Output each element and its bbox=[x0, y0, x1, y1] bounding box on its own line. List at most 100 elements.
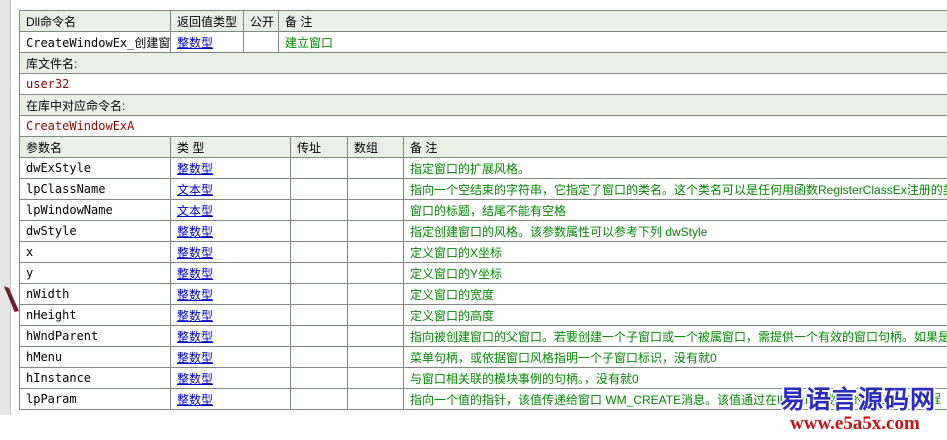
param-remark: 定义窗口的Y坐标 bbox=[410, 266, 503, 281]
param-type-link[interactable]: 文本型 bbox=[177, 182, 214, 197]
col-header-remark: 备 注 bbox=[278, 10, 947, 32]
param-type-link[interactable]: 整数型 bbox=[177, 287, 214, 302]
alias-value: CreateWindowExA bbox=[19, 115, 947, 137]
param-row: hMenu 整数型 菜单句柄，或依据窗口风格指明一个子窗口标识，没有就0 bbox=[19, 346, 947, 368]
param-name: lpWindowName bbox=[19, 199, 171, 221]
param-remark: 窗口的标题，结尾不能有空格 bbox=[410, 203, 567, 218]
param-byref-cell bbox=[290, 325, 348, 347]
param-byref-cell bbox=[290, 283, 348, 305]
return-type-link[interactable]: 整数型 bbox=[177, 35, 214, 50]
command-remark: 建立窗口 bbox=[285, 35, 334, 50]
lpparam-remark-tail: 用程 bbox=[917, 392, 942, 406]
param-name: dwExStyle bbox=[19, 157, 171, 179]
library-label: 库文件名: bbox=[19, 52, 947, 74]
param-row: hWndParent 整数型 指向被创建窗口的父窗口。若要创建一个子窗口或一个被… bbox=[19, 325, 947, 347]
param-array-cell bbox=[347, 199, 404, 221]
window-left-edge bbox=[0, 0, 11, 415]
command-name: CreateWindowEx_创建窗口 bbox=[19, 31, 171, 53]
param-type-link[interactable]: 文本型 bbox=[177, 203, 214, 218]
command-table: Dll命令名 返回值类型 公开 备 注 CreateWindowEx_创建窗口 … bbox=[19, 10, 947, 137]
param-name: nHeight bbox=[19, 304, 171, 326]
dll-command-doc: Dll命令名 返回值类型 公开 备 注 CreateWindowEx_创建窗口 … bbox=[19, 10, 947, 410]
param-array-cell bbox=[347, 283, 404, 305]
param-remark: 定义窗口的宽度 bbox=[410, 287, 495, 302]
public-cell bbox=[243, 31, 279, 53]
param-array-cell bbox=[347, 388, 404, 410]
param-row: lpClassName 文本型 指向一个空结束的字符串，它指定了窗口的类名。这个… bbox=[19, 178, 947, 200]
param-byref-cell bbox=[290, 178, 348, 200]
param-byref-cell bbox=[290, 241, 348, 263]
param-type-link[interactable]: 整数型 bbox=[177, 371, 214, 386]
col-header-return-type: 返回值类型 bbox=[170, 10, 244, 32]
library-value: user32 bbox=[19, 73, 947, 95]
param-name: lpClassName bbox=[19, 178, 171, 200]
param-type-link[interactable]: 整数型 bbox=[177, 266, 214, 281]
param-type-link[interactable]: 整数型 bbox=[177, 308, 214, 323]
library-value-row: user32 bbox=[19, 73, 947, 95]
col-header-param-type: 类 型 bbox=[170, 136, 291, 158]
watermark-site-name: 易语言源码网 bbox=[780, 387, 937, 414]
col-header-dll-name: Dll命令名 bbox=[19, 10, 171, 32]
param-row: nWidth 整数型 定义窗口的宽度 bbox=[19, 283, 947, 305]
param-remark: 指向一个值的指针，该值传递给窗口 WM_CREATE消息。该值通过在lParam… bbox=[410, 392, 911, 407]
command-row: CreateWindowEx_创建窗口 整数型 建立窗口 bbox=[19, 31, 947, 53]
param-row: y 整数型 定义窗口的Y坐标 bbox=[19, 262, 947, 284]
param-byref-cell bbox=[290, 388, 348, 410]
param-remark: 定义窗口的高度 bbox=[410, 308, 495, 323]
parameters-table: 参数名 类 型 传址 数组 备 注 dwExStyle 整数型 指定窗口的扩展风… bbox=[19, 136, 947, 410]
param-name: nWidth bbox=[19, 283, 171, 305]
param-type-link[interactable]: 整数型 bbox=[177, 392, 214, 407]
param-row: dwExStyle 整数型 指定窗口的扩展风格。 bbox=[19, 157, 947, 179]
params-tbody: 参数名 类 型 传址 数组 备 注 dwExStyle 整数型 指定窗口的扩展风… bbox=[19, 136, 947, 410]
param-type-link[interactable]: 整数型 bbox=[177, 224, 214, 239]
param-name: x bbox=[19, 241, 171, 263]
param-type-link[interactable]: 整数型 bbox=[177, 245, 214, 260]
param-byref-cell bbox=[290, 157, 348, 179]
param-row: lpWindowName 文本型 窗口的标题，结尾不能有空格 bbox=[19, 199, 947, 221]
param-byref-cell bbox=[290, 346, 348, 368]
param-array-cell bbox=[347, 304, 404, 326]
param-row: x 整数型 定义窗口的X坐标 bbox=[19, 241, 947, 263]
param-array-cell bbox=[347, 325, 404, 347]
param-array-cell bbox=[347, 367, 404, 389]
param-type-link[interactable]: 整数型 bbox=[177, 161, 214, 176]
param-byref-cell bbox=[290, 367, 348, 389]
col-header-array: 数组 bbox=[347, 136, 404, 158]
param-byref-cell bbox=[290, 220, 348, 242]
param-type-link[interactable]: 整数型 bbox=[177, 350, 214, 365]
param-array-cell bbox=[347, 262, 404, 284]
col-header-public: 公开 bbox=[243, 10, 279, 32]
param-byref-cell bbox=[290, 262, 348, 284]
param-name: lpParam bbox=[19, 388, 171, 410]
command-header-row: Dll命令名 返回值类型 公开 备 注 bbox=[19, 10, 947, 32]
param-remark: 指向一个空结束的字符串，它指定了窗口的类名。这个类名可以是任何用函数Regist… bbox=[410, 182, 947, 197]
col-header-param-remark: 备 注 bbox=[403, 136, 947, 158]
col-header-byref: 传址 bbox=[290, 136, 348, 158]
param-array-cell bbox=[347, 346, 404, 368]
param-name: dwStyle bbox=[19, 220, 171, 242]
param-name: hInstance bbox=[19, 367, 171, 389]
alias-value-row: CreateWindowExA bbox=[19, 115, 947, 137]
params-header-row: 参数名 类 型 传址 数组 备 注 bbox=[19, 136, 947, 158]
param-type-link[interactable]: 整数型 bbox=[177, 329, 214, 344]
param-array-cell bbox=[347, 220, 404, 242]
param-remark: 指定窗口的扩展风格。 bbox=[410, 161, 531, 176]
param-row: nHeight 整数型 定义窗口的高度 bbox=[19, 304, 947, 326]
col-header-param-name: 参数名 bbox=[19, 136, 171, 158]
param-array-cell bbox=[347, 157, 404, 179]
param-row: dwStyle 整数型 指定创建窗口的风格。该参数属性可以参考下列 dwStyl… bbox=[19, 220, 947, 242]
param-name: hMenu bbox=[19, 346, 171, 368]
library-label-row: 库文件名: bbox=[19, 52, 947, 74]
param-remark: 定义窗口的X坐标 bbox=[410, 245, 503, 260]
param-byref-cell bbox=[290, 304, 348, 326]
param-array-cell bbox=[347, 178, 404, 200]
alias-label-row: 在库中对应命令名: bbox=[19, 94, 947, 116]
param-row: hInstance 整数型 与窗口相关联的模块事例的句柄。，没有就0 bbox=[19, 367, 947, 389]
param-array-cell bbox=[347, 241, 404, 263]
param-name: y bbox=[19, 262, 171, 284]
alias-label: 在库中对应命令名: bbox=[19, 94, 947, 116]
watermark-site-url: www.e5a5x.com bbox=[790, 413, 920, 434]
param-row: lpParam 整数型 指向一个值的指针，该值传递给窗口 WM_CREATE消息… bbox=[19, 388, 947, 410]
param-name: hWndParent bbox=[19, 325, 171, 347]
